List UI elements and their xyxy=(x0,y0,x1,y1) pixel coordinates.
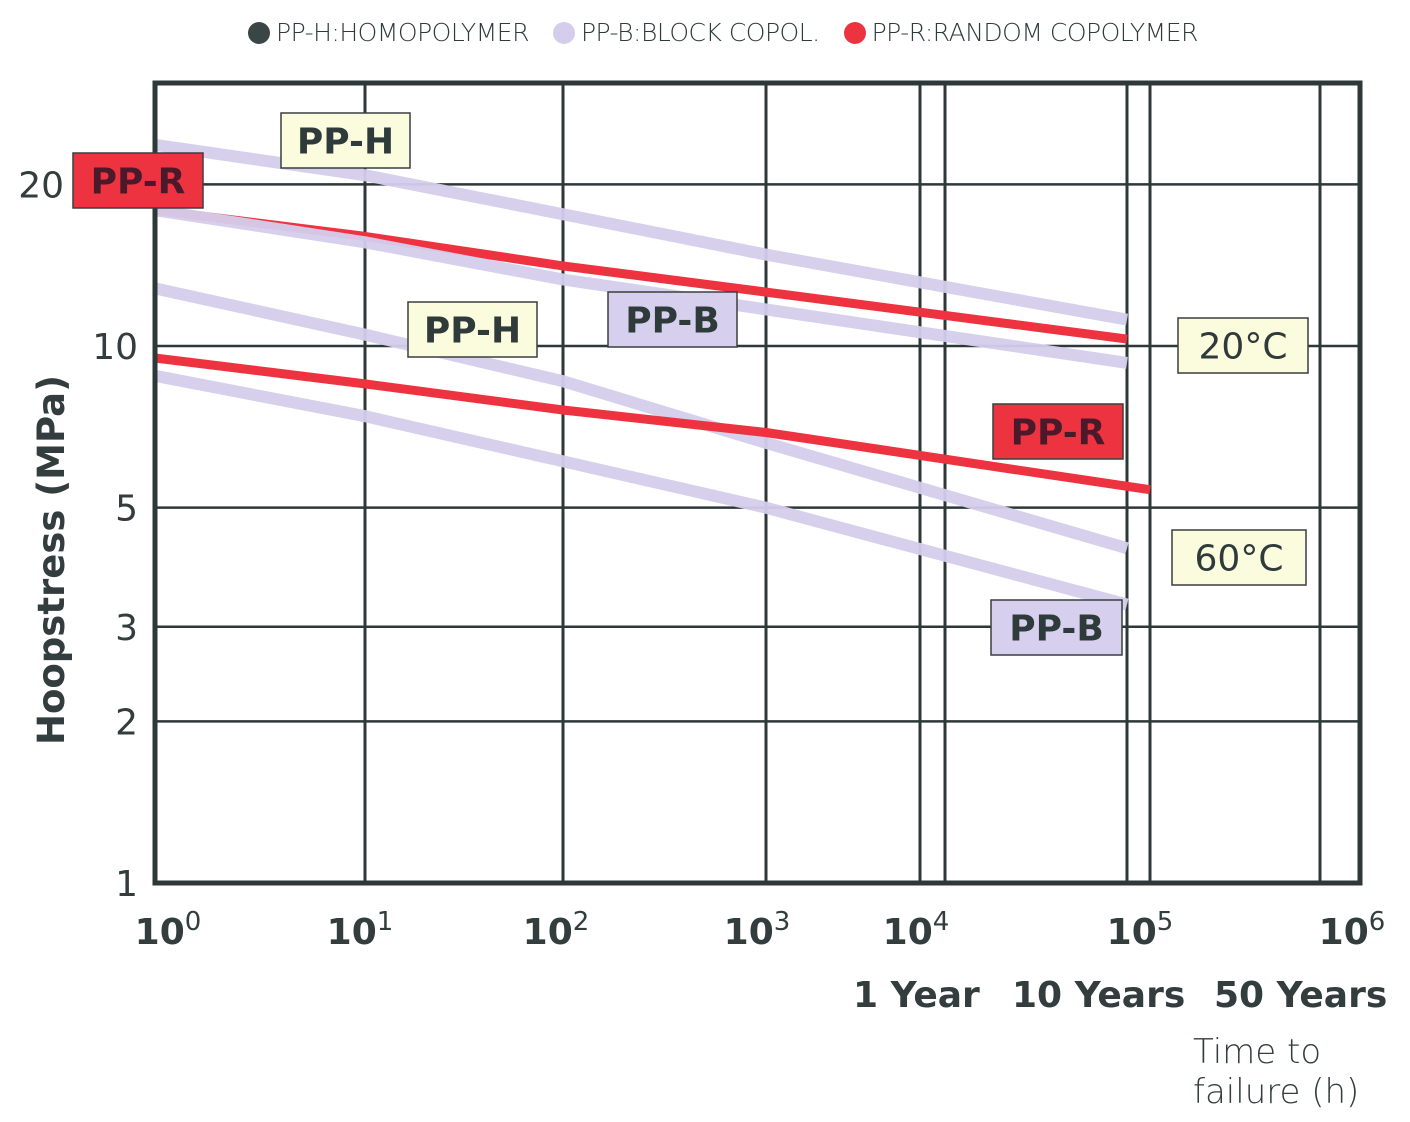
legend-dot-pp-b-icon xyxy=(552,21,575,44)
annotation-label: PP-H xyxy=(297,122,394,163)
legend-dot-pp-r-icon xyxy=(843,21,866,44)
annotation-box xyxy=(72,152,204,209)
y-tick-labels: 1 2 3 5 10 20 xyxy=(18,165,138,905)
x-time-label: 10 Years xyxy=(1012,975,1186,1016)
y-tick-label: 1 xyxy=(115,864,138,905)
y-tick-label: 20 xyxy=(18,165,64,206)
legend-label-pp-b: PP-B:BLOCK COPOL. xyxy=(580,18,820,47)
plot-frame xyxy=(152,80,1363,886)
legend-dot-pp-h-icon xyxy=(248,21,270,44)
annotation-box xyxy=(990,599,1123,656)
x-tick-label: 100 xyxy=(135,907,202,953)
annotation-label: PP-R xyxy=(91,162,186,203)
legend-item-pp-r: PP-R:RANDOM COPOLYMER xyxy=(843,18,1199,47)
annotation-label: PP-B xyxy=(1009,609,1104,650)
x-tick-label: 101 xyxy=(327,907,394,953)
annotation-box xyxy=(992,403,1124,460)
x-tick-labels: 100 101 102 103 104 105 106 xyxy=(135,907,1386,953)
annotation-label: 60°C xyxy=(1195,539,1284,580)
annotations: PP-R PP-H PP-H PP-B 20°C PP-R 60°C PP-B xyxy=(72,112,1309,656)
x-tick-label: 105 xyxy=(1107,907,1174,953)
series-line-pp-b-20c xyxy=(154,204,1128,369)
annotation-box xyxy=(1171,529,1307,586)
x-axis-title: Time to failure (h) xyxy=(1193,1032,1359,1112)
x-tick-label: 104 xyxy=(883,907,950,953)
y-tick-label: 5 xyxy=(115,489,138,530)
annotation-label: PP-B xyxy=(625,301,720,342)
y-axis-title: Hoopstress (MPa) xyxy=(30,375,73,745)
series-line-pp-h-60c xyxy=(153,282,1129,555)
annotation-box xyxy=(1177,317,1309,374)
y-tick-label: 2 xyxy=(115,702,138,743)
x-tick-label: 102 xyxy=(523,907,590,953)
x-time-label: 1 Year xyxy=(853,975,980,1016)
legend-item-pp-b: PP-B:BLOCK COPOL. xyxy=(552,18,820,47)
x-axis-title-line-1: Time to xyxy=(1193,1032,1322,1072)
plot-border xyxy=(152,80,1363,886)
annotation-box xyxy=(607,291,738,348)
annotation-label: 20°C xyxy=(1199,327,1288,368)
x-tick-label: 103 xyxy=(724,907,791,953)
x-axis-title-line-2: failure (h) xyxy=(1193,1072,1360,1112)
series-line-pp-r-60c xyxy=(154,353,1151,495)
legend-label-pp-h: PP-H:HOMOPOLYMER xyxy=(276,18,529,47)
x-tick-label: 106 xyxy=(1319,907,1386,953)
x-time-label: 50 Years xyxy=(1214,975,1388,1016)
grid xyxy=(153,83,1360,883)
annotation-label: PP-H xyxy=(424,311,521,352)
legend: PP-H:HOMOPOLYMER PP-B:BLOCK COPOL. PP-R:… xyxy=(248,18,1222,47)
annotation-box xyxy=(407,301,538,358)
y-tick-label: 10 xyxy=(92,327,138,368)
series-line-pp-b-60c xyxy=(153,369,1129,611)
annotation-label: PP-R xyxy=(1011,413,1106,454)
legend-label-pp-r: PP-R:RANDOM COPOLYMER xyxy=(871,18,1199,47)
annotation-box xyxy=(280,112,411,169)
legend-item-pp-h: PP-H:HOMOPOLYMER xyxy=(248,18,529,47)
y-tick-label: 3 xyxy=(115,608,138,649)
series-lines xyxy=(153,138,1151,611)
